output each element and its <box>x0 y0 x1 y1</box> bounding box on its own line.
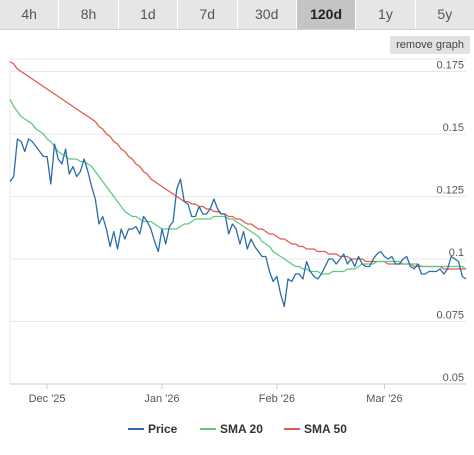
sma-20-line <box>9 98 467 275</box>
x-tick-label: Mar '26 <box>366 393 402 405</box>
tab-1d[interactable]: 1d <box>119 0 179 29</box>
tab-120d[interactable]: 120d <box>296 0 357 29</box>
tab-1y[interactable]: 1y <box>356 0 416 29</box>
timeframe-tabs: 4h 8h 1d 7d 30d 120d 1y 5y <box>0 0 474 30</box>
tab-8h[interactable]: 8h <box>59 0 119 29</box>
tab-4h[interactable]: 4h <box>0 0 60 29</box>
y-tick-label: 0.05 <box>443 372 464 384</box>
legend-price-label: Price <box>148 422 178 436</box>
price-line <box>9 138 467 308</box>
y-tick-label: 0.125 <box>436 185 464 197</box>
y-tick-label: 0.15 <box>443 122 464 134</box>
tab-7d[interactable]: 7d <box>178 0 238 29</box>
x-tick-label: Feb '26 <box>259 393 295 405</box>
y-tick-label: 0.175 <box>436 60 464 72</box>
legend-sma-50-label: SMA 50 <box>304 422 347 436</box>
legend-sma-20-label: SMA 20 <box>220 422 263 436</box>
x-tick-label: Dec '25 <box>29 393 66 405</box>
y-tick-label: 0.075 <box>436 310 464 322</box>
remove-graph-button[interactable]: remove graph <box>390 36 470 54</box>
tab-5y[interactable]: 5y <box>437 6 453 22</box>
y-tick-label: 0.1 <box>449 247 464 259</box>
tab-30d[interactable]: 30d <box>238 0 297 29</box>
sma-50-line <box>9 60 466 270</box>
x-tick-label: Jan '26 <box>144 393 179 405</box>
